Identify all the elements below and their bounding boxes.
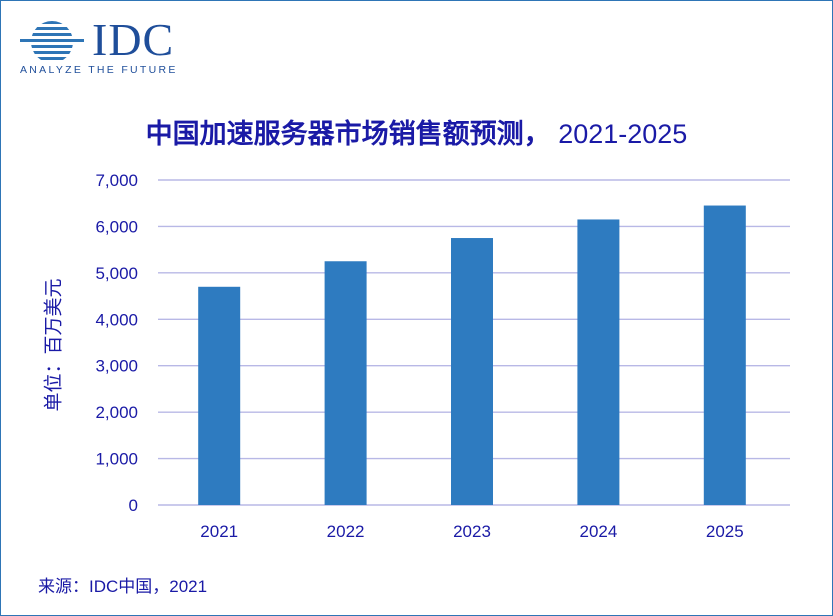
source-note: 来源：IDC中国，2021 xyxy=(38,577,208,596)
x-tick-label: 2021 xyxy=(200,522,238,541)
y-tick-label: 5,000 xyxy=(95,264,138,283)
chart-title-years: 2021-2025 xyxy=(558,119,688,149)
x-tick-label: 2022 xyxy=(327,522,365,541)
idc-logo: IDC ANALYZE THE FUTURE xyxy=(20,14,200,84)
y-tick-label: 2,000 xyxy=(95,403,138,422)
globe-icon xyxy=(20,21,84,60)
bar xyxy=(577,219,620,505)
bar xyxy=(451,238,493,506)
bar xyxy=(198,286,241,505)
logo-wordmark: IDC xyxy=(92,14,175,65)
bar xyxy=(703,205,746,506)
x-tick-label: 2025 xyxy=(706,522,744,541)
x-tick-label: 2023 xyxy=(453,522,491,541)
y-tick-label: 4,000 xyxy=(95,310,138,329)
y-axis-label: 单位：百万美元 xyxy=(43,278,65,412)
y-tick-label: 6,000 xyxy=(95,217,138,236)
logo-tagline: ANALYZE THE FUTURE xyxy=(20,64,178,76)
x-tick-label: 2024 xyxy=(579,522,617,541)
chart-title: 中国加速服务器市场销售额预测， 2021-2025 xyxy=(0,112,833,151)
y-tick-label: 0 xyxy=(129,496,138,515)
y-tick-label: 1,000 xyxy=(95,450,138,469)
y-tick-label: 3,000 xyxy=(95,357,138,376)
y-tick-label: 7,000 xyxy=(95,171,138,190)
bar xyxy=(324,261,367,505)
chart-title-main: 中国加速服务器市场销售额预测， xyxy=(145,119,551,149)
